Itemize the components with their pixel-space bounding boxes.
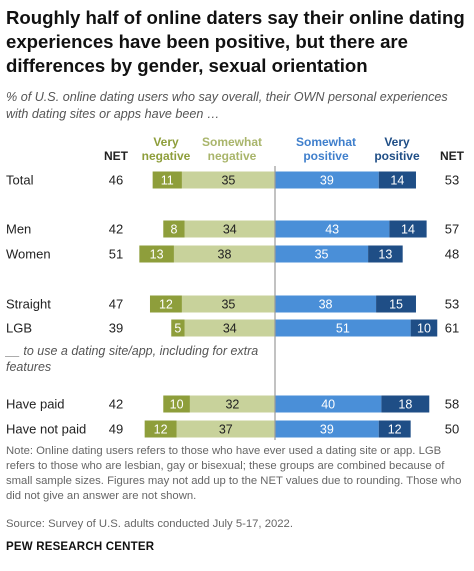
row-label: Have paid	[6, 397, 65, 412]
bar-somewhat-negative	[181, 171, 275, 189]
bar-somewhat-positive	[275, 295, 377, 313]
bar-very-negative-label: 13	[150, 248, 164, 262]
bar-somewhat-negative	[173, 245, 275, 263]
bar-very-positive-label: 15	[389, 298, 403, 312]
chart-source: Source: Survey of U.S. adults conducted …	[6, 518, 293, 530]
bar-somewhat-positive-label: 39	[320, 423, 334, 437]
bar-somewhat-positive-label: 35	[315, 248, 329, 262]
net-positive-value: 53	[445, 173, 459, 188]
bar-very-positive-label: 10	[417, 322, 431, 336]
net-negative-value: 42	[109, 222, 123, 237]
chart-notes: Note: Online dating users refers to thos…	[6, 445, 462, 502]
bar-very-negative	[144, 420, 177, 438]
group-heading-line: features	[6, 360, 51, 374]
header-net-negative: NET	[104, 149, 129, 163]
bar-very-negative	[152, 171, 182, 189]
bar-very-positive-label: 13	[378, 248, 392, 262]
bar-very-negative-label: 10	[170, 398, 184, 412]
row-label: Women	[6, 247, 51, 262]
bar-somewhat-positive-label: 40	[321, 398, 335, 412]
net-positive-value: 48	[445, 247, 459, 262]
net-positive-value: 57	[445, 222, 459, 237]
net-positive-value: 58	[445, 397, 459, 412]
net-negative-value: 46	[109, 173, 123, 188]
bar-very-positive	[389, 220, 427, 238]
bar-somewhat-positive-label: 51	[336, 322, 350, 336]
bar-very-positive-label: 18	[398, 398, 412, 412]
bar-very-positive	[376, 295, 416, 313]
bar-very-negative-label: 8	[170, 223, 177, 237]
net-negative-value: 47	[109, 297, 123, 312]
bar-somewhat-negative	[184, 220, 275, 238]
net-negative-value: 42	[109, 397, 123, 412]
net-positive-value: 50	[445, 422, 459, 437]
bar-somewhat-positive	[275, 319, 411, 337]
bar-very-negative-label: 12	[159, 298, 173, 312]
bar-very-negative	[163, 395, 190, 413]
header-somewhat-positive: Somewhat positive	[296, 135, 356, 163]
bar-somewhat-negative-label: 34	[223, 223, 237, 237]
bar-somewhat-negative-label: 35	[221, 298, 235, 312]
row-label: Have not paid	[6, 422, 86, 437]
brand-wordmark: PEW RESEARCH CENTER	[6, 541, 155, 553]
bar-very-negative-label: 5	[174, 322, 181, 336]
bar-very-negative-label: 12	[154, 423, 168, 437]
bar-somewhat-positive	[275, 220, 390, 238]
bar-somewhat-negative	[181, 295, 275, 313]
bar-somewhat-positive	[275, 245, 369, 263]
header-net-positive: NET	[440, 149, 465, 163]
bar-very-negative	[171, 319, 185, 337]
bar-very-positive-label: 14	[390, 174, 404, 188]
bar-somewhat-negative-label: 35	[221, 174, 235, 188]
header-very-positive: Very positive	[374, 135, 420, 163]
bar-somewhat-negative-label: 38	[218, 248, 232, 262]
row-label: Total	[6, 173, 34, 188]
bar-somewhat-negative-label: 37	[219, 423, 233, 437]
bar-somewhat-positive	[275, 171, 379, 189]
bar-somewhat-positive-label: 43	[325, 223, 339, 237]
bar-very-negative	[139, 245, 174, 263]
net-negative-value: 49	[109, 422, 123, 437]
bar-somewhat-negative-label: 34	[223, 322, 237, 336]
bar-somewhat-negative	[176, 420, 275, 438]
bar-very-positive	[381, 395, 430, 413]
row-label: Straight	[6, 297, 51, 312]
bar-very-positive	[378, 420, 411, 438]
header-somewhat-negative: Somewhat negative	[202, 135, 262, 163]
row-label: LGB	[6, 321, 32, 336]
net-positive-value: 53	[445, 297, 459, 312]
bar-somewhat-negative	[189, 395, 275, 413]
net-negative-value: 51	[109, 247, 123, 262]
bar-somewhat-positive	[275, 420, 379, 438]
group-heading-line: __ to use a dating site/app, including f…	[5, 344, 258, 358]
bar-somewhat-positive	[275, 395, 382, 413]
bar-somewhat-positive-label: 39	[320, 174, 334, 188]
bar-very-negative-label: 11	[161, 174, 174, 188]
bar-somewhat-positive-label: 38	[319, 298, 333, 312]
bar-somewhat-negative	[184, 319, 275, 337]
bar-very-positive	[410, 319, 438, 337]
row-label: Men	[6, 222, 31, 237]
chart-title: Roughly half of online daters say their …	[6, 7, 465, 76]
bar-very-negative	[149, 295, 182, 313]
net-negative-value: 39	[109, 321, 123, 336]
bar-very-positive	[378, 171, 416, 189]
header-very-negative: Very negative	[142, 135, 191, 163]
bar-very-positive-label: 14	[401, 223, 415, 237]
bar-somewhat-negative-label: 32	[225, 398, 239, 412]
bar-very-negative	[163, 220, 185, 238]
bar-very-positive-label: 12	[388, 423, 402, 437]
bar-very-positive	[368, 245, 403, 263]
net-positive-value: 61	[445, 321, 459, 336]
chart-subtitle: % of U.S. online dating users who say ov…	[6, 90, 448, 121]
